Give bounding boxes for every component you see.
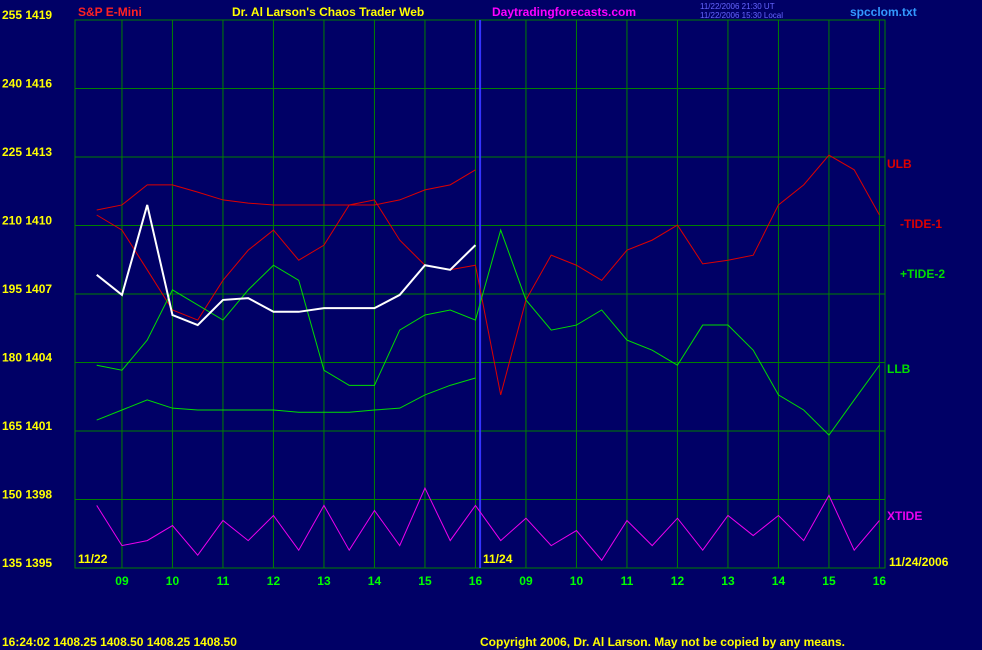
x-tick-label: 14	[368, 574, 382, 588]
y-tick-label: 135 1395	[2, 556, 52, 570]
series-line	[96, 377, 476, 421]
series-line	[96, 154, 880, 396]
x-tick-label: 11	[217, 574, 230, 588]
x-tick-label: 11	[621, 574, 634, 588]
series-line	[96, 169, 476, 211]
series-line	[96, 486, 880, 562]
legend-label: +TIDE-2	[900, 267, 945, 281]
x-tick-label: 14	[772, 574, 786, 588]
date-label: 11/24	[483, 552, 513, 566]
y-tick-label: 195 1407	[2, 282, 52, 296]
y-tick-label: 180 1404	[2, 351, 52, 365]
x-tick-label: 10	[570, 574, 584, 588]
date-label: 11/22	[78, 552, 108, 566]
series-line	[96, 228, 880, 436]
x-tick-label: 10	[166, 574, 180, 588]
timestamp-local: 11/22/2006 15:30 Local	[700, 11, 783, 20]
timestamp-ut: 11/22/2006 21:30 UT	[700, 2, 775, 11]
instrument: S&P E-Mini	[78, 5, 142, 19]
copyright: Copyright 2006, Dr. Al Larson. May not b…	[480, 635, 845, 649]
x-tick-label: 12	[267, 574, 281, 588]
x-tick-label: 09	[519, 574, 533, 588]
y-tick-label: 210 1410	[2, 214, 52, 228]
x-tick-label: 16	[469, 574, 483, 588]
y-tick-label: 225 1413	[2, 145, 52, 159]
x-tick-label: 09	[115, 574, 129, 588]
legend-label: XTIDE	[887, 509, 922, 523]
x-tick-label: 15	[418, 574, 432, 588]
price-line	[96, 204, 477, 327]
legend-label: -TIDE-1	[900, 217, 942, 231]
legend-label: LLB	[887, 362, 911, 376]
website: Daytradingforecasts.com	[492, 5, 636, 19]
y-tick-label: 255 1419	[2, 8, 52, 22]
x-tick-label: 12	[671, 574, 685, 588]
y-tick-label: 150 1398	[2, 488, 52, 502]
x-tick-label: 13	[721, 574, 735, 588]
x-tick-label: 16	[873, 574, 887, 588]
legend-label: ULB	[887, 157, 912, 171]
y-tick-label: 240 1416	[2, 77, 52, 91]
x-tick-label: 15	[822, 574, 836, 588]
quote: 16:24:02 1408.25 1408.50 1408.25 1408.50	[2, 635, 237, 649]
y-tick-label: 165 1401	[2, 419, 52, 433]
x-tick-label: 13	[317, 574, 331, 588]
file-name: spcclom.txt	[850, 5, 917, 19]
date-label: 11/24/2006	[889, 555, 949, 569]
chart-title: Dr. Al Larson's Chaos Trader Web	[232, 5, 424, 19]
